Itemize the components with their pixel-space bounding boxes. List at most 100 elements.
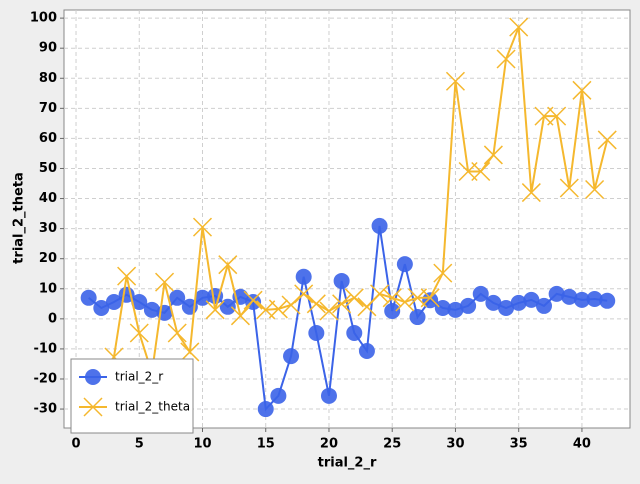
point [257, 401, 274, 418]
point [192, 217, 213, 237]
point [483, 145, 503, 165]
y-tick-label: 60 [39, 131, 57, 146]
point [281, 295, 301, 315]
point [510, 294, 527, 311]
point [332, 294, 352, 314]
point [169, 289, 186, 306]
point [344, 288, 364, 308]
legend-label: trial_2_r [115, 370, 163, 384]
x-tick-label: 10 [193, 437, 211, 452]
point [230, 306, 250, 326]
point [547, 106, 567, 126]
point [597, 130, 617, 150]
y-tick-label: -20 [34, 371, 58, 386]
y-tick-label: -30 [34, 402, 58, 417]
x-tick-label: 40 [573, 437, 591, 452]
y-tick-label: 100 [30, 11, 57, 26]
point [523, 291, 540, 308]
point [131, 293, 148, 310]
point [434, 300, 451, 317]
point [561, 288, 578, 305]
point [395, 292, 415, 312]
point [396, 256, 413, 273]
point [420, 288, 440, 308]
y-tick-label: 10 [39, 281, 57, 296]
point [384, 303, 401, 320]
point [521, 183, 541, 203]
legend-marker [83, 397, 103, 417]
point [117, 266, 137, 286]
point [509, 17, 529, 37]
point [559, 178, 579, 198]
point [358, 343, 375, 360]
point [143, 301, 160, 318]
plot-area [63, 9, 631, 429]
point [371, 217, 388, 234]
point [308, 324, 325, 341]
point [333, 272, 350, 289]
legend-label: trial_2_theta [115, 400, 190, 414]
point [320, 387, 337, 404]
y-tick-label: 70 [39, 101, 57, 116]
point [573, 291, 590, 308]
point [422, 292, 439, 309]
point [535, 297, 552, 314]
y-axis-label: trial_2_theta [12, 172, 27, 264]
point [219, 298, 236, 315]
point [218, 255, 238, 275]
point [283, 348, 300, 365]
point [447, 301, 464, 318]
point [472, 285, 489, 302]
point [306, 294, 326, 314]
y-tick-label: 30 [39, 221, 57, 236]
point [180, 342, 200, 362]
y-tick-label: -10 [34, 341, 58, 356]
point [445, 71, 465, 91]
point [167, 323, 187, 343]
point [572, 80, 592, 100]
point [498, 300, 515, 317]
point [243, 290, 263, 310]
point [496, 49, 516, 69]
legend-marker [85, 369, 101, 385]
series-line [87, 26, 609, 395]
point [599, 292, 616, 309]
y-tick-label: 20 [39, 251, 57, 266]
x-tick-label: 30 [446, 437, 464, 452]
point [268, 299, 288, 319]
x-tick-label: 25 [383, 437, 401, 452]
point [295, 268, 312, 285]
point [155, 272, 175, 292]
point [460, 297, 477, 314]
x-axis-label: trial_2_r [318, 456, 377, 471]
x-tick-label: 5 [135, 437, 144, 452]
point [205, 300, 225, 320]
y-tick-label: 80 [39, 71, 57, 86]
point [586, 290, 603, 307]
point [93, 300, 110, 317]
y-tick-label: 0 [48, 311, 57, 326]
point [433, 263, 453, 283]
point [485, 294, 502, 311]
point [585, 179, 605, 200]
point [409, 309, 426, 326]
x-tick-label: 0 [71, 437, 80, 452]
x-tick-label: 20 [320, 437, 338, 452]
point [270, 387, 287, 404]
x-tick-label: 15 [257, 437, 275, 452]
point [346, 324, 363, 341]
point [294, 284, 314, 304]
point [80, 289, 97, 306]
series-layer [79, 17, 617, 418]
point [129, 323, 149, 343]
point [548, 285, 565, 302]
point [105, 293, 122, 310]
y-tick-label: 50 [39, 161, 57, 176]
x-tick-label: 35 [510, 437, 528, 452]
y-tick-label: 90 [39, 41, 57, 56]
point [382, 288, 402, 308]
point [319, 301, 339, 321]
point [370, 284, 390, 304]
